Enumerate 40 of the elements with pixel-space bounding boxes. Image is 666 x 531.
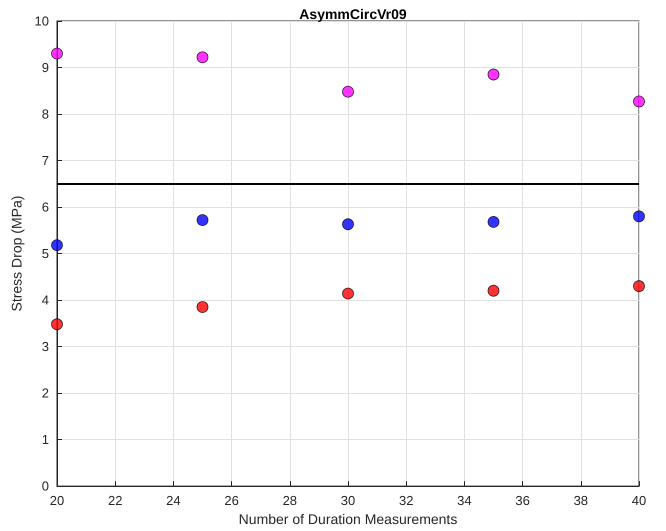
x-tick-label: 40 [632,493,646,508]
x-axis-title: Number of Duration Measurements [238,511,458,527]
x-tick-label: 32 [398,493,414,508]
point [51,318,63,330]
x-tick-label: 30 [340,493,356,508]
point [633,210,645,222]
x-tick-label: 20 [50,493,64,508]
point [51,239,63,252]
y-tick-label: 9 [42,60,49,76]
x-tick-label: 24 [166,493,181,508]
y-tick-label: 0 [42,478,49,494]
point [51,48,63,60]
y-tick-label: 6 [42,200,49,215]
x-tick-label: 38 [574,493,588,508]
point [633,96,645,108]
x-tick-label: 22 [108,493,122,508]
x-tick-label: 34 [457,493,472,508]
y-tick-label: 4 [42,292,49,308]
point [196,301,208,313]
point [488,284,500,297]
y-tick-label: 1 [42,432,49,448]
x-tick-label: 36 [515,493,530,508]
point [196,51,208,64]
point [196,214,208,226]
y-tick-label: 2 [42,386,49,401]
y-tick-label: 3 [42,339,49,354]
x-tick-label: 28 [282,493,298,508]
y-axis-title: Stress Drop (MPa) [8,196,25,312]
point [342,218,354,230]
point [488,216,500,228]
y-tick-label: 5 [42,246,49,262]
chart-title: AsymmCircVr09 [299,6,407,22]
y-tick-label: 10 [34,14,49,28]
point [342,288,354,300]
point [342,86,354,98]
point [633,280,645,292]
y-tick-label: 7 [42,153,49,168]
y-tick-label: 8 [42,106,49,122]
x-tick-label: 26 [224,493,239,508]
point [488,68,500,80]
